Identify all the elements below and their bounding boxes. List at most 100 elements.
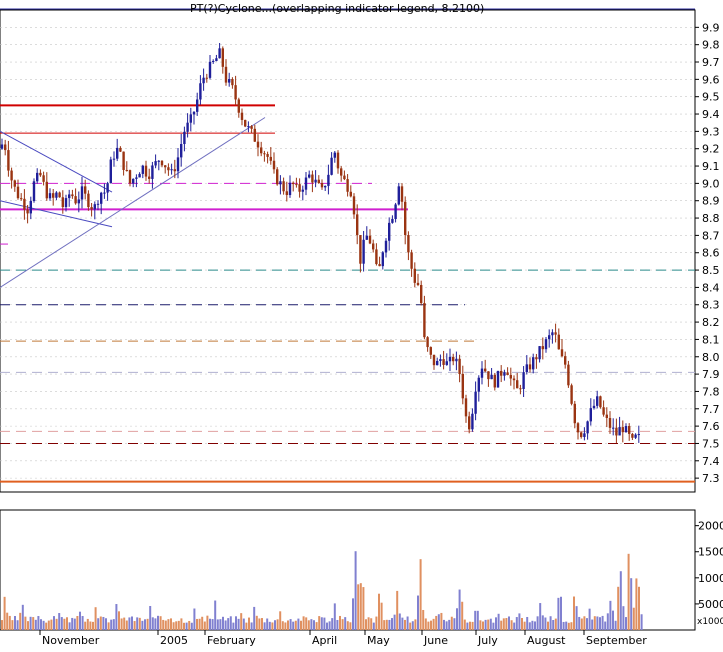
volume-bar — [466, 622, 469, 630]
volume-bar — [318, 616, 321, 630]
price-tick-label: 7.3 — [702, 472, 720, 485]
candle-body — [333, 152, 336, 158]
candle-body — [317, 179, 320, 184]
volume-bar — [430, 620, 432, 630]
volume-bar — [133, 621, 136, 630]
volume-bar — [437, 614, 440, 630]
candle-body — [272, 160, 276, 170]
volume-bar — [401, 617, 404, 630]
candle-body — [304, 177, 308, 190]
volume-bar — [79, 611, 81, 630]
candle-body — [480, 368, 484, 378]
volume-bar — [554, 618, 557, 630]
candle-body — [160, 160, 164, 166]
volume-bar — [177, 620, 180, 630]
volume-bar — [211, 619, 214, 630]
volume-bar — [11, 620, 14, 630]
candle-body — [292, 182, 295, 185]
volume-bar — [440, 612, 443, 630]
volume-bar — [214, 600, 217, 630]
volume-bar — [435, 615, 438, 630]
volume-bar — [367, 617, 370, 630]
volume-bar — [27, 621, 29, 630]
volume-bar — [151, 617, 154, 630]
volume-bar — [326, 622, 328, 630]
candle-body — [605, 414, 608, 418]
volume-bar — [432, 618, 435, 630]
volume-bar — [229, 616, 232, 630]
candle-body — [570, 385, 573, 404]
x-tick-label: July — [477, 634, 498, 647]
candle-body — [624, 426, 628, 433]
volume-bar — [521, 618, 523, 630]
candle-body — [580, 432, 583, 437]
candle-body — [359, 235, 362, 264]
volume-bar — [24, 616, 27, 630]
candle-body — [32, 181, 36, 202]
candle-body — [596, 396, 599, 406]
volume-bar — [580, 618, 583, 630]
candle-body — [13, 180, 16, 187]
volume-bar — [346, 621, 349, 630]
volume-bar — [427, 621, 430, 630]
candle-body — [103, 192, 106, 194]
candle-body — [39, 172, 42, 176]
price-tick-label: 9.8 — [702, 39, 720, 52]
candle-body — [356, 214, 359, 236]
volume-bar — [63, 618, 66, 630]
candle-body — [628, 426, 631, 434]
volume-bar — [406, 616, 409, 630]
volume-bar — [411, 621, 414, 630]
candle-body — [381, 252, 384, 267]
volume-bar — [562, 621, 565, 630]
candle-body — [48, 193, 52, 199]
candle-body — [516, 380, 519, 389]
candle-body — [196, 99, 199, 112]
volume-bar — [242, 618, 245, 630]
volume-bar — [450, 616, 453, 630]
price-tick-label: 7.4 — [702, 455, 720, 468]
volume-bar — [271, 622, 274, 630]
candle-body — [55, 192, 58, 198]
volume-bar — [398, 613, 401, 630]
candle-body — [477, 377, 480, 392]
candle-body — [394, 204, 397, 219]
volume-bar — [635, 578, 638, 630]
candle-body — [173, 169, 176, 172]
candle-body — [170, 169, 173, 171]
volume-bar — [497, 613, 500, 630]
volume-bar — [159, 616, 162, 630]
volume-bar — [617, 586, 620, 630]
candle-body — [445, 361, 448, 365]
volume-bar — [294, 620, 297, 630]
candle-body — [557, 334, 560, 350]
candle-body — [426, 337, 429, 348]
candle-body — [525, 364, 528, 373]
candle-body — [378, 264, 381, 267]
volume-bar — [567, 622, 570, 630]
candle-body — [253, 128, 256, 142]
candle-body — [250, 126, 253, 129]
candle-body — [487, 371, 490, 380]
volume-bar — [50, 619, 53, 630]
volume-bar — [268, 621, 271, 630]
candle-body — [20, 198, 23, 200]
volume-bar — [601, 615, 604, 630]
candle-body — [586, 421, 589, 434]
candle-body — [583, 433, 586, 437]
candle-body — [327, 174, 330, 186]
volume-bar — [81, 616, 84, 630]
candle-body — [167, 167, 170, 171]
volume-unit-label: x1000 — [697, 617, 723, 627]
volume-bar — [227, 618, 230, 630]
candle-body — [151, 165, 154, 179]
volume-bar — [289, 619, 292, 630]
volume-bar — [560, 596, 562, 630]
candle-body — [314, 179, 317, 183]
candle-body — [202, 77, 205, 84]
volume-bar — [8, 615, 11, 630]
candle-body — [500, 370, 503, 376]
volume-bar — [424, 618, 427, 630]
candle-body — [109, 159, 112, 184]
candle-body — [512, 378, 516, 381]
